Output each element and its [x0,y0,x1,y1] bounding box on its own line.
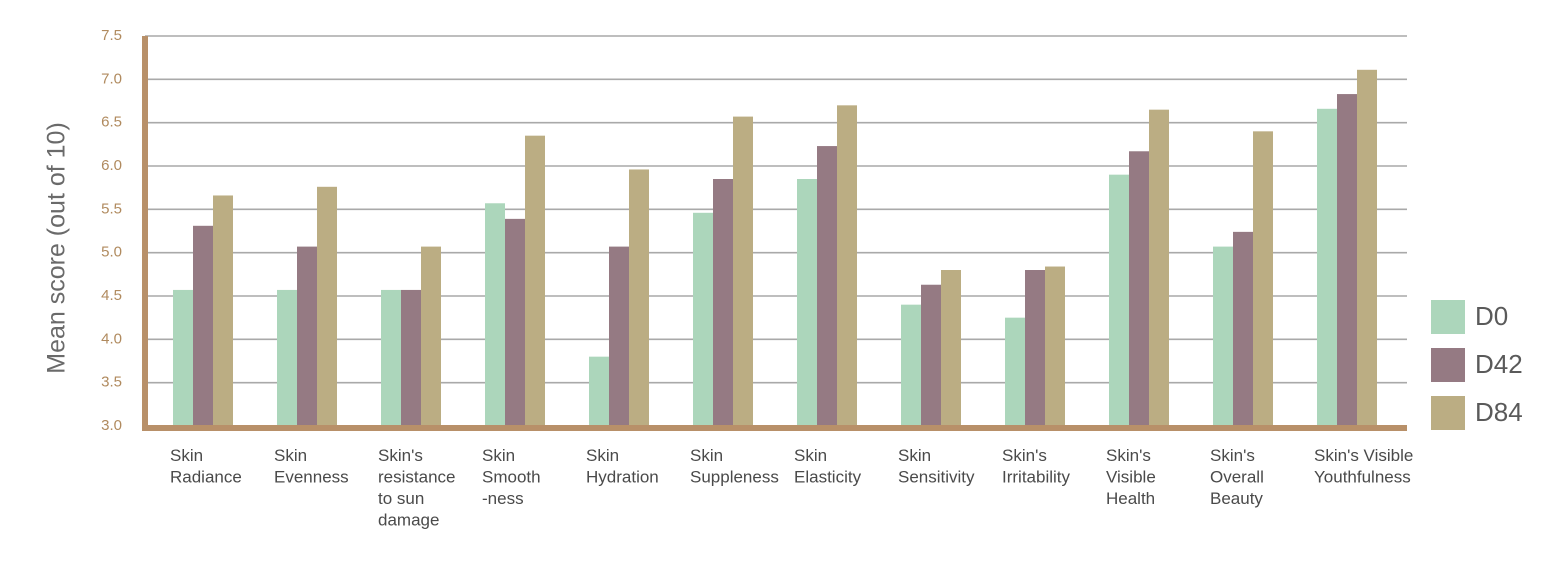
bar-d84 [1357,69,1377,427]
bar-d42 [1129,151,1149,426]
y-tick-label: 3.5 [101,374,122,391]
bar-d84 [837,105,857,426]
bar-d0 [173,289,193,426]
bar-d42 [1233,231,1253,426]
legend-label-d42: D42 [1475,349,1523,379]
bar-d0 [1005,317,1025,426]
x-tick-label: Skin's Irritability [1002,446,1071,487]
bar-d42 [713,179,733,426]
legend: D0 D42 D84 [1431,300,1523,430]
bar-d84 [1149,109,1169,427]
bar-d84 [421,246,441,426]
bar-d42 [1337,94,1357,427]
bar-d84 [1253,131,1273,427]
bar-d0 [901,304,921,426]
legend-label-d84: D84 [1475,397,1523,427]
legend-swatch-d84 [1431,396,1465,430]
y-tick-label: 7.0 [101,70,122,87]
bar-d42 [921,284,941,426]
x-tick-label: Skin's Visible Youthfulness [1314,446,1413,487]
bar-d84 [525,135,545,426]
bar-d42 [193,225,213,426]
y-axis-label: Mean score (out of 10) [43,122,71,374]
bar-d0 [1213,246,1233,426]
legend-swatch-d42 [1431,348,1465,382]
bar-d42 [817,146,837,427]
bar-d0 [485,203,505,426]
y-tick-label: 5.5 [101,200,122,217]
y-tick-label: 4.5 [101,287,122,304]
bar-d84 [733,116,753,426]
x-tick-label: Skin Radiance [170,446,242,487]
y-tick-label: 7.5 [101,27,122,44]
x-tick-labels: Skin Radiance Skin Evenness Skin's resistance… [170,446,1413,530]
bar-d84 [317,186,337,426]
bar-d0 [589,356,609,426]
bar-d42 [1025,270,1045,426]
gridlines [145,35,1407,384]
x-tick-label: Skin Evenness [274,446,349,487]
bar-d84 [941,270,961,426]
bar-d0 [1317,108,1337,427]
y-tick-label: 3.0 [101,417,122,434]
y-tick-label: 6.5 [101,114,122,131]
bars [173,69,1377,427]
y-tick-label: 4.0 [101,330,122,347]
bar-d84 [629,169,649,426]
x-tick-label: Skin Elasticity [794,446,862,487]
x-tick-label: Skin's Overall Beauty [1210,446,1264,508]
bar-d0 [1109,174,1129,426]
x-tick-label: Skin's Visible Health [1106,446,1156,508]
legend-swatch-d0 [1431,300,1465,334]
y-tick-label: 5.0 [101,244,122,261]
bar-d84 [1045,266,1065,426]
y-tick-labels: 3.0 3.5 4.0 4.5 5.0 5.5 6.0 6.5 7.0 7.5 [101,27,122,434]
bar-d0 [693,212,713,426]
x-tick-label: Skin Hydration [586,446,659,487]
bar-d42 [297,246,317,426]
bar-d0 [797,179,817,426]
bar-d0 [277,289,297,426]
x-tick-label: Skin's resistance to sun damage [378,446,455,530]
x-tick-label: Skin Suppleness [690,446,779,487]
x-tick-label: Skin Smooth -ness [482,446,541,508]
legend-label-d0: D0 [1475,301,1508,331]
y-tick-label: 6.0 [101,157,122,174]
x-tick-label: Skin Sensitivity [898,446,975,487]
axes [142,36,1407,431]
bar-d84 [213,195,233,426]
bar-d42 [401,289,421,426]
bar-d0 [381,289,401,426]
bar-d42 [505,218,525,426]
bar-d42 [609,246,629,426]
